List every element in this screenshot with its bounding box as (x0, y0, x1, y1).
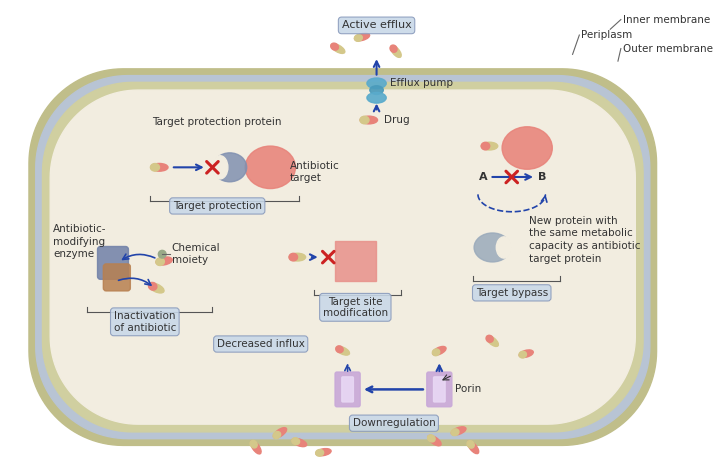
Ellipse shape (156, 258, 164, 266)
Ellipse shape (156, 257, 172, 265)
FancyBboxPatch shape (433, 377, 445, 402)
Ellipse shape (360, 116, 377, 124)
Ellipse shape (354, 34, 362, 41)
Ellipse shape (149, 283, 164, 293)
Polygon shape (36, 76, 650, 438)
Text: New protein with
the same metabolic
capacity as antibiotic
target protein: New protein with the same metabolic capa… (529, 216, 640, 264)
Ellipse shape (367, 78, 386, 89)
FancyBboxPatch shape (97, 246, 129, 279)
FancyBboxPatch shape (427, 372, 452, 407)
Text: Inactivation
of antibiotic: Inactivation of antibiotic (113, 311, 176, 332)
Ellipse shape (467, 441, 478, 454)
FancyBboxPatch shape (342, 377, 353, 402)
Ellipse shape (316, 450, 324, 456)
Text: Antibiotic
target: Antibiotic target (289, 161, 340, 183)
Ellipse shape (245, 146, 295, 189)
Ellipse shape (427, 435, 435, 442)
Text: Target site
modification: Target site modification (323, 297, 388, 318)
Ellipse shape (292, 438, 300, 445)
Text: Efflux pump: Efflux pump (390, 78, 453, 88)
FancyBboxPatch shape (335, 372, 360, 407)
Text: Inner membrane: Inner membrane (623, 14, 710, 25)
Ellipse shape (433, 346, 446, 355)
Text: Target protection: Target protection (173, 201, 262, 211)
Ellipse shape (390, 45, 397, 52)
Ellipse shape (331, 43, 339, 50)
Ellipse shape (150, 164, 168, 171)
Ellipse shape (292, 438, 307, 447)
Text: A: A (478, 172, 487, 182)
Ellipse shape (336, 346, 343, 352)
Ellipse shape (148, 282, 157, 290)
Ellipse shape (367, 93, 386, 103)
Ellipse shape (467, 441, 474, 448)
Text: Porin: Porin (455, 385, 481, 394)
Ellipse shape (370, 86, 383, 94)
Ellipse shape (289, 253, 297, 261)
Text: Antibiotic-
modifying
enzyme: Antibiotic- modifying enzyme (53, 224, 107, 259)
Ellipse shape (273, 428, 286, 438)
Polygon shape (29, 69, 656, 445)
Ellipse shape (150, 164, 159, 171)
Text: Outer membrane: Outer membrane (623, 44, 712, 53)
Ellipse shape (316, 449, 331, 456)
Polygon shape (50, 90, 635, 424)
Ellipse shape (355, 33, 369, 41)
Ellipse shape (486, 335, 493, 342)
Ellipse shape (250, 440, 257, 448)
Text: Decreased influx: Decreased influx (217, 339, 305, 349)
Ellipse shape (519, 350, 534, 358)
Ellipse shape (502, 127, 553, 169)
Text: Periplasm: Periplasm (582, 30, 632, 40)
Ellipse shape (519, 351, 526, 358)
Ellipse shape (336, 346, 350, 355)
Ellipse shape (481, 142, 498, 150)
Text: B: B (539, 172, 547, 182)
Ellipse shape (251, 441, 261, 454)
Ellipse shape (428, 435, 441, 446)
Ellipse shape (331, 44, 345, 53)
Ellipse shape (213, 153, 246, 182)
Polygon shape (42, 82, 643, 432)
Ellipse shape (273, 432, 281, 438)
Ellipse shape (481, 142, 490, 150)
Text: Target bypass: Target bypass (475, 288, 548, 298)
Text: Drug: Drug (385, 115, 410, 125)
FancyBboxPatch shape (103, 264, 130, 291)
Ellipse shape (486, 336, 499, 346)
Circle shape (158, 250, 166, 258)
Ellipse shape (497, 237, 512, 258)
Text: Downregulation: Downregulation (353, 418, 435, 428)
Ellipse shape (289, 253, 305, 261)
Text: Chemical
moiety: Chemical moiety (172, 243, 220, 266)
Ellipse shape (451, 427, 466, 435)
Ellipse shape (360, 116, 369, 124)
Text: Active efflux: Active efflux (342, 20, 411, 30)
Ellipse shape (212, 156, 228, 179)
Ellipse shape (474, 233, 511, 262)
Ellipse shape (451, 429, 459, 436)
Ellipse shape (390, 46, 401, 57)
Ellipse shape (433, 349, 440, 356)
Text: Target protection protein: Target protection protein (153, 117, 282, 127)
